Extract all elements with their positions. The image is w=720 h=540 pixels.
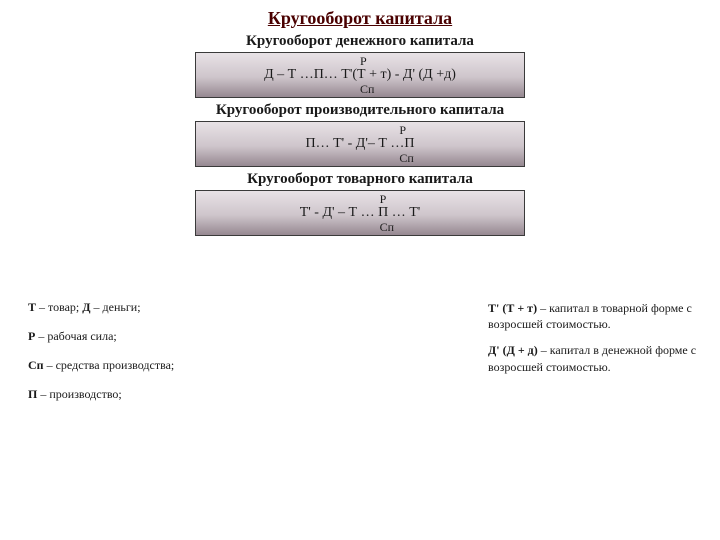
- legend-item: Р – рабочая сила;: [28, 329, 288, 344]
- formula-text: Т' - Д' – Т … П … Т': [300, 205, 421, 220]
- formula-block: РП… Т' - Д'– Т …ПСп: [195, 121, 525, 167]
- legend-right: Т' (Т + т) – капитал в товарной форме с …: [488, 300, 698, 385]
- legend-item: Д' (Д + д) – капитал в денежной форме с …: [488, 342, 698, 374]
- formula-box: РД – Т …П… Т'(Т + т) - Д' (Д +д)Сп: [195, 52, 525, 98]
- legend-item: Т – товар; Д – деньги;: [28, 300, 288, 315]
- p-label: Р: [380, 192, 387, 207]
- legend-item: Сп – средства производства;: [28, 358, 288, 373]
- p-label: Р: [399, 123, 406, 138]
- formula-text: Д – Т …П… Т'(Т + т) - Д' (Д +д): [264, 67, 456, 82]
- sp-label: Сп: [360, 82, 374, 97]
- legend-item: Т' (Т + т) – капитал в товарной форме с …: [488, 300, 698, 332]
- main-title: Кругооборот капитала: [0, 0, 720, 29]
- formula-block: РД – Т …П… Т'(Т + т) - Д' (Д +д)Сп: [195, 52, 525, 98]
- formula-block: РТ' - Д' – Т … П … Т'Сп: [195, 190, 525, 236]
- legend-left: Т – товар; Д – деньги; Р – рабочая сила; С…: [28, 300, 288, 416]
- formula-box: РТ' - Д' – Т … П … Т'Сп: [195, 190, 525, 236]
- sp-label: Сп: [399, 151, 413, 166]
- block-subtitle: Кругооборот товарного капитала: [0, 171, 720, 188]
- p-label: Р: [360, 54, 367, 69]
- diagram-blocks: Кругооборот денежного капиталаРД – Т …П……: [0, 33, 720, 236]
- formula-text: П… Т' - Д'– Т …П: [305, 136, 414, 151]
- sp-label: Сп: [380, 220, 394, 235]
- legend-item: П – производство;: [28, 387, 288, 402]
- block-subtitle: Кругооборот денежного капитала: [0, 33, 720, 50]
- formula-box: РП… Т' - Д'– Т …ПСп: [195, 121, 525, 167]
- block-subtitle: Кругооборот производительного капитала: [0, 102, 720, 119]
